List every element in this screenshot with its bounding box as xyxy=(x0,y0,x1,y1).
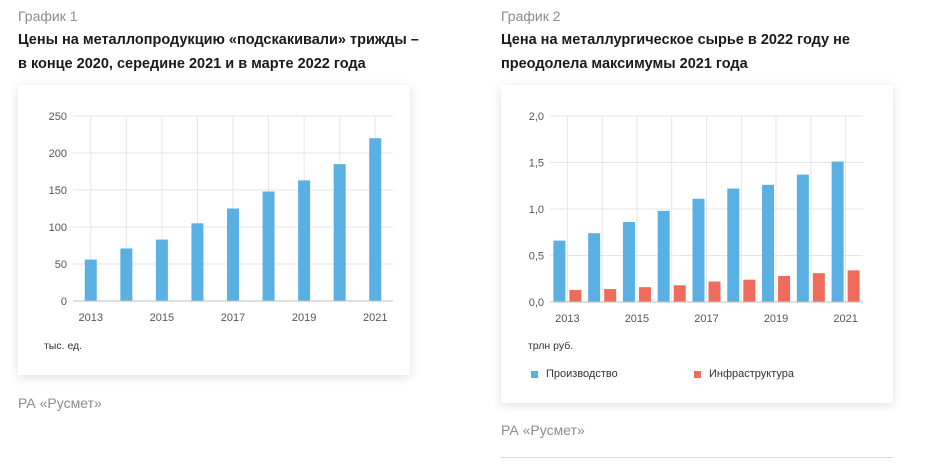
divider xyxy=(501,457,893,458)
bar xyxy=(692,198,705,302)
y-tick-label: 0 xyxy=(61,296,67,308)
legend-swatch xyxy=(531,370,538,378)
bar xyxy=(743,279,756,302)
legend-swatch xyxy=(694,370,701,378)
x-tick-label: 2021 xyxy=(363,312,387,324)
source-label: РА «Русмет» xyxy=(501,422,585,438)
bar xyxy=(638,287,651,302)
chart-card: 0,0 0,5 1,0 1,5 2,0 2013 2015 2017 2019 2021 трлн… xyxy=(501,85,893,403)
source-label: РА «Русмет» xyxy=(18,395,102,411)
y-tick-label: 0,0 xyxy=(529,297,544,309)
bar xyxy=(84,259,97,301)
bar xyxy=(812,273,825,302)
x-tick-label: 2017 xyxy=(221,312,245,324)
bar xyxy=(191,223,204,301)
bar xyxy=(227,208,239,301)
x-tick-label: 2021 xyxy=(833,313,857,325)
bar xyxy=(778,275,791,302)
legend-label: Производство xyxy=(546,368,618,380)
y-tick-label: 150 xyxy=(49,185,67,197)
y-tick-label: 1,5 xyxy=(529,158,544,170)
x-tick-label: 2017 xyxy=(694,313,718,325)
y-tick-label: 50 xyxy=(55,259,67,271)
bar xyxy=(262,191,275,301)
legend-item-production[interactable]: Производство xyxy=(531,368,618,380)
bar xyxy=(762,184,775,302)
chart-title-line: Цены на металлопродукцию «подскакивали» … xyxy=(18,32,419,48)
bar xyxy=(569,289,582,302)
chart-title: Цена на металлургическое сырье в 2022 го… xyxy=(501,28,850,76)
bar xyxy=(333,164,346,301)
chart-title-line: в конце 2020, середине 2021 и в марте 20… xyxy=(18,56,366,72)
bar xyxy=(369,138,382,301)
legend-label: Инфраструктура xyxy=(709,368,795,380)
x-tick-label: 2013 xyxy=(555,313,579,325)
unit-label: тыс. ед. xyxy=(44,340,83,352)
chart-legend: Производство Инфраструктура xyxy=(531,368,871,384)
x-tick-label: 2015 xyxy=(625,313,649,325)
y-tick-label: 0,5 xyxy=(529,251,544,263)
bar xyxy=(553,240,566,302)
chart-card: 0 50 100 150 200 250 2013 2015 2017 2019 2021 тыс.… xyxy=(18,85,410,375)
bar xyxy=(708,281,721,302)
bar xyxy=(727,188,740,302)
bar xyxy=(673,285,686,302)
chart-title: Цены на металлопродукцию «подскакивали» … xyxy=(18,28,419,76)
grouped-bar-chart: 0,0 0,5 1,0 1,5 2,0 2013 2015 2017 2019 2021 xyxy=(529,111,863,325)
bar xyxy=(847,270,860,302)
bar-chart: 0 50 100 150 200 250 2013 2015 2017 2019 2021 xyxy=(49,111,393,324)
bar xyxy=(796,174,809,302)
bar xyxy=(120,248,133,301)
bar xyxy=(588,233,601,302)
bar xyxy=(657,210,670,302)
x-tick-label: 2013 xyxy=(79,312,103,324)
x-tick-label: 2019 xyxy=(764,313,788,325)
legend-item-infrastructure[interactable]: Инфраструктура xyxy=(694,368,794,380)
y-tick-label: 1,0 xyxy=(529,204,544,216)
y-tick-label: 250 xyxy=(49,111,67,123)
chart-title-line: Цена на металлургическое сырье в 2022 го… xyxy=(501,32,850,48)
bar xyxy=(831,161,844,302)
y-tick-label: 2,0 xyxy=(529,111,544,123)
bar xyxy=(155,239,168,301)
chart-title-line: преодолела максимумы 2021 года xyxy=(501,56,748,72)
x-tick-label: 2019 xyxy=(292,312,316,324)
bar xyxy=(604,288,617,302)
y-tick-label: 200 xyxy=(49,148,67,160)
bar xyxy=(622,222,635,302)
bar xyxy=(298,180,311,301)
x-tick-label: 2015 xyxy=(150,312,174,324)
chart-label: График 1 xyxy=(18,8,78,24)
y-tick-label: 100 xyxy=(49,222,67,234)
chart-label: График 2 xyxy=(501,8,561,24)
unit-label: трлн руб. xyxy=(528,340,574,352)
